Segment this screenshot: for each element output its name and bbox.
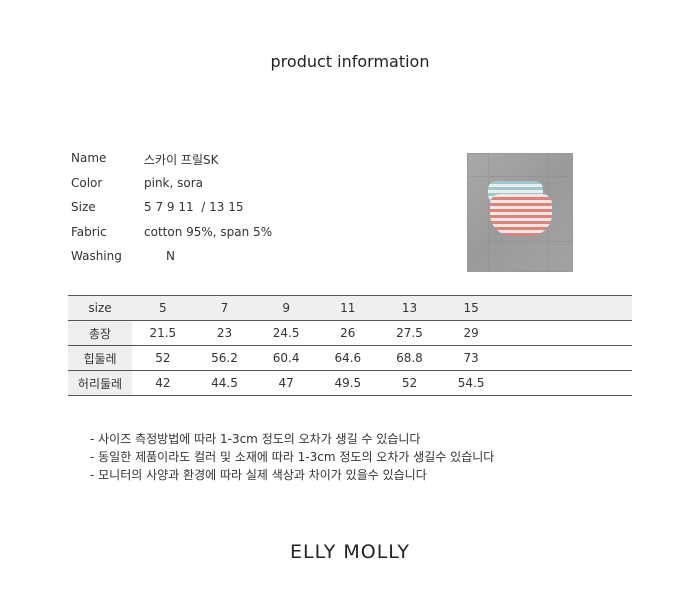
note-item: - 사이즈 측정방법에 따라 1-3cm 정도의 오차가 생길 수 있습니다 — [90, 432, 421, 446]
info-label: Color — [71, 175, 103, 190]
row-header: 총장 — [68, 320, 132, 346]
table-row: 힙둘레 52 56.2 60.4 64.6 68.8 73 — [68, 345, 632, 371]
note-item: - 모니터의 사양과 환경에 따라 실제 색상과 차이가 있을수 있습니다 — [90, 468, 427, 482]
info-value: 스카이 프릴SK — [144, 153, 219, 167]
info-value: N — [166, 249, 175, 263]
table-cell: 54.5 — [440, 370, 502, 396]
table-cell: 29 — [440, 320, 502, 346]
table-cell: 21.5 — [132, 320, 194, 346]
brand-name: ELLY MOLLY — [290, 541, 410, 563]
note-item: - 동일한 제품이라도 컬러 및 소재에 따라 1-3cm 정도의 오차가 생길… — [90, 450, 495, 464]
size-table: size 5 7 9 11 13 15 총장 21.5 23 24.5 26 2… — [68, 295, 632, 396]
info-label: Washing — [71, 249, 122, 263]
header-cell: size — [68, 295, 132, 321]
page-title: product information — [270, 52, 430, 71]
info-value: cotton 95%, span 5% — [144, 224, 273, 239]
table-cell: 68.8 — [378, 345, 441, 371]
table-cell: 26 — [316, 320, 379, 346]
table-row: 허리둘레 42 44.5 47 49.5 52 54.5 — [68, 370, 632, 396]
info-label: Name — [71, 151, 107, 165]
table-cell: 42 — [132, 370, 194, 396]
table-cell: 73 — [440, 345, 502, 371]
header-cell: 5 — [132, 295, 194, 321]
row-header: 허리둘레 — [68, 370, 132, 396]
table-cell: 47 — [255, 370, 317, 396]
table-cell: 60.4 — [255, 345, 317, 371]
table-cell: 23 — [193, 320, 256, 346]
info-label: Fabric — [71, 224, 107, 239]
header-cell: 7 — [193, 295, 256, 321]
table-cell: 52 — [378, 370, 441, 396]
pink-skirt-image — [490, 194, 552, 236]
product-photo — [467, 153, 573, 272]
header-cell: 13 — [378, 295, 441, 321]
header-cell: 9 — [255, 295, 317, 321]
header-cell: 11 — [316, 295, 379, 321]
table-header-row: size 5 7 9 11 13 15 — [68, 295, 632, 321]
info-label: Size — [71, 200, 96, 214]
row-header: 힙둘레 — [68, 345, 132, 371]
table-cell: 56.2 — [193, 345, 256, 371]
table-row: 총장 21.5 23 24.5 26 27.5 29 — [68, 320, 632, 346]
info-value: 5 7 9 11 / 13 15 — [144, 200, 244, 214]
table-cell: 49.5 — [316, 370, 379, 396]
notes-list: - 사이즈 측정방법에 따라 1-3cm 정도의 오차가 생길 수 있습니다 -… — [90, 430, 494, 484]
table-cell: 52 — [132, 345, 194, 371]
header-cell: 15 — [440, 295, 502, 321]
table-cell: 64.6 — [316, 345, 379, 371]
table-cell: 44.5 — [193, 370, 256, 396]
table-cell: 27.5 — [378, 320, 441, 346]
table-cell: 24.5 — [255, 320, 317, 346]
info-value: pink, sora — [144, 175, 204, 190]
header-cell — [502, 295, 632, 321]
